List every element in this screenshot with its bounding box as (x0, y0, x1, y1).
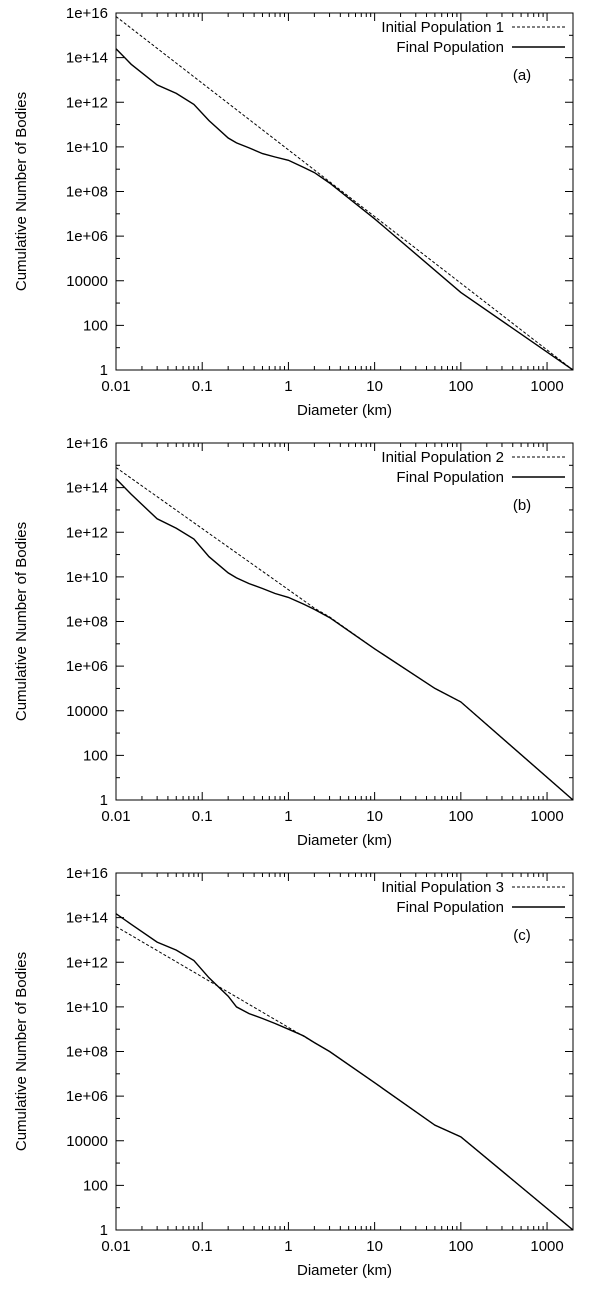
y-axis-label: Cumulative Number of Bodies (13, 522, 30, 721)
x-tick-label: 1000 (530, 378, 563, 395)
x-axis-label: Diameter (km) (297, 1262, 392, 1279)
y-tick-label: 1e+06 (66, 1088, 108, 1105)
initial-population-line (116, 16, 573, 370)
x-axis-label: Diameter (km) (297, 402, 392, 419)
panel-c: 1 100 10000 1e+06 1e+08 1e+10 1e+12 1e+14 1e+16 0… (0, 860, 592, 1290)
panel-label: (a) (513, 67, 531, 84)
y-tick-label: 1e+12 (66, 94, 108, 111)
chart-b: 1 100 10000 1e+06 1e+08 1e+10 1e+12 1e+14 1e+16 0… (13, 435, 574, 849)
plot-frame (115, 442, 574, 801)
legend-label: Final Population (396, 469, 504, 486)
y-tick-label: 1e+08 (66, 184, 108, 201)
y-tick-label: 1e+16 (66, 865, 108, 882)
y-tick-label: 1e+08 (66, 614, 108, 631)
x-tick-label: 10 (366, 378, 383, 395)
y-tick-label: 1e+14 (66, 480, 108, 497)
y-tick-label: 10000 (66, 273, 108, 290)
panel-a: 1 100 10000 1e+06 1e+08 1e+10 1e+12 1e+14 1e+16 0… (0, 0, 592, 430)
y-tick-label: 100 (83, 747, 108, 764)
series-group (116, 467, 573, 800)
panel-label: (c) (513, 927, 531, 944)
x-tick-label: 0.1 (192, 1238, 213, 1255)
x-tick-label: 10 (366, 808, 383, 825)
x-tick-label: 0.01 (101, 378, 130, 395)
x-tick-label: 0.1 (192, 808, 213, 825)
x-tick-label: 100 (448, 378, 473, 395)
x-axis-label: Diameter (km) (297, 832, 392, 849)
x-tick-label: 0.01 (101, 1238, 130, 1255)
y-axis-label: Cumulative Number of Bodies (13, 92, 30, 291)
y-tick-label: 1e+10 (66, 569, 108, 586)
plot-frame (115, 872, 574, 1231)
legend-label: Final Population (396, 39, 504, 56)
y-tick-label: 1 (100, 792, 108, 809)
y-tick-label: 1e+14 (66, 910, 108, 927)
legend-label: Initial Population 2 (381, 449, 504, 466)
y-tick-label: 1e+10 (66, 139, 108, 156)
y-tick-label: 10000 (66, 1133, 108, 1150)
y-tick-label: 1e+12 (66, 954, 108, 971)
series-group (116, 913, 573, 1230)
y-tick-label: 1e+14 (66, 50, 108, 67)
y-tick-label: 1e+06 (66, 658, 108, 675)
y-tick-label: 1e+10 (66, 999, 108, 1016)
x-tick-label: 0.01 (101, 808, 130, 825)
y-tick-label: 1e+06 (66, 228, 108, 245)
x-tick-label: 100 (448, 1238, 473, 1255)
y-tick-label: 1e+16 (66, 5, 108, 22)
final-population-line (116, 913, 573, 1230)
x-tick-label: 1 (284, 378, 292, 395)
x-tick-label: 1000 (530, 808, 563, 825)
x-tick-label: 1000 (530, 1238, 563, 1255)
y-axis-label: Cumulative Number of Bodies (13, 952, 30, 1151)
y-tick-label: 1e+12 (66, 524, 108, 541)
y-tick-label: 1e+16 (66, 435, 108, 452)
x-tick-label: 1 (284, 1238, 292, 1255)
chart-c: 1 100 10000 1e+06 1e+08 1e+10 1e+12 1e+14 1e+16 0… (13, 865, 574, 1279)
x-tick-label: 1 (284, 808, 292, 825)
y-tick-label: 1 (100, 1222, 108, 1239)
y-tick-label: 100 (83, 1177, 108, 1194)
x-tick-label: 10 (366, 1238, 383, 1255)
x-tick-label: 100 (448, 808, 473, 825)
legend-label: Final Population (396, 899, 504, 916)
x-tick-label: 0.1 (192, 378, 213, 395)
panel-label: (b) (513, 497, 531, 514)
y-tick-label: 1e+08 (66, 1044, 108, 1061)
legend-label: Initial Population 1 (381, 19, 504, 36)
final-population-line (116, 478, 573, 800)
series-group (116, 16, 573, 370)
y-tick-label: 100 (83, 317, 108, 334)
initial-population-line (116, 467, 573, 800)
panel-b: 1 100 10000 1e+06 1e+08 1e+10 1e+12 1e+14 1e+16 0… (0, 430, 592, 860)
initial-population-line (116, 926, 573, 1230)
legend-label: Initial Population 3 (381, 879, 504, 896)
chart-a: 1 100 10000 1e+06 1e+08 1e+10 1e+12 1e+14 1e+16 0… (13, 5, 574, 419)
y-tick-label: 1 (100, 362, 108, 379)
y-tick-label: 10000 (66, 703, 108, 720)
final-population-line (116, 48, 573, 370)
